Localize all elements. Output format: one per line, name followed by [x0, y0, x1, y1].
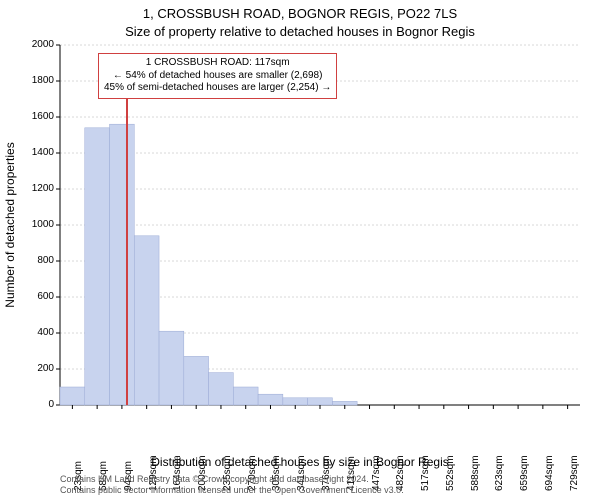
- bar: [308, 398, 333, 405]
- ytick-label: 0: [14, 399, 54, 410]
- ytick-label: 400: [14, 327, 54, 338]
- ytick-label: 200: [14, 363, 54, 374]
- bar: [209, 373, 234, 405]
- bar: [110, 124, 135, 405]
- annotation-line-3: 45% of semi-detached houses are larger (…: [104, 82, 331, 95]
- footer-line-2: Contains public sector information licen…: [60, 485, 404, 496]
- bar: [60, 387, 85, 405]
- footer-line-1: Contains HM Land Registry data © Crown c…: [60, 474, 404, 485]
- bar: [184, 356, 209, 405]
- title-sub: Size of property relative to detached ho…: [0, 24, 600, 39]
- x-axis-label: Distribution of detached houses by size …: [0, 455, 600, 469]
- plot-svg: [60, 45, 580, 405]
- ytick-label: 1400: [14, 147, 54, 158]
- title-main: 1, CROSSBUSH ROAD, BOGNOR REGIS, PO22 7L…: [0, 6, 600, 21]
- annotation-line-2: ← 54% of detached houses are smaller (2,…: [104, 70, 331, 83]
- ytick-label: 1800: [14, 75, 54, 86]
- marker-line: [126, 99, 128, 406]
- annotation-line-1: 1 CROSSBUSH ROAD: 117sqm: [104, 57, 331, 70]
- bar: [258, 394, 283, 405]
- ytick-label: 600: [14, 291, 54, 302]
- ytick-label: 1000: [14, 219, 54, 230]
- ytick-label: 1600: [14, 111, 54, 122]
- ytick-label: 1200: [14, 183, 54, 194]
- bar: [332, 401, 357, 405]
- bar: [283, 398, 308, 405]
- footer-text: Contains HM Land Registry data © Crown c…: [60, 474, 404, 496]
- plot-area: 1 CROSSBUSH ROAD: 117sqm ← 54% of detach…: [60, 45, 580, 405]
- chart-container: 1, CROSSBUSH ROAD, BOGNOR REGIS, PO22 7L…: [0, 0, 600, 500]
- bar: [159, 331, 184, 405]
- ytick-label: 2000: [14, 39, 54, 50]
- bar: [233, 387, 258, 405]
- bar: [134, 236, 159, 405]
- ytick-label: 800: [14, 255, 54, 266]
- bar: [85, 128, 110, 405]
- annotation-box: 1 CROSSBUSH ROAD: 117sqm ← 54% of detach…: [98, 53, 337, 99]
